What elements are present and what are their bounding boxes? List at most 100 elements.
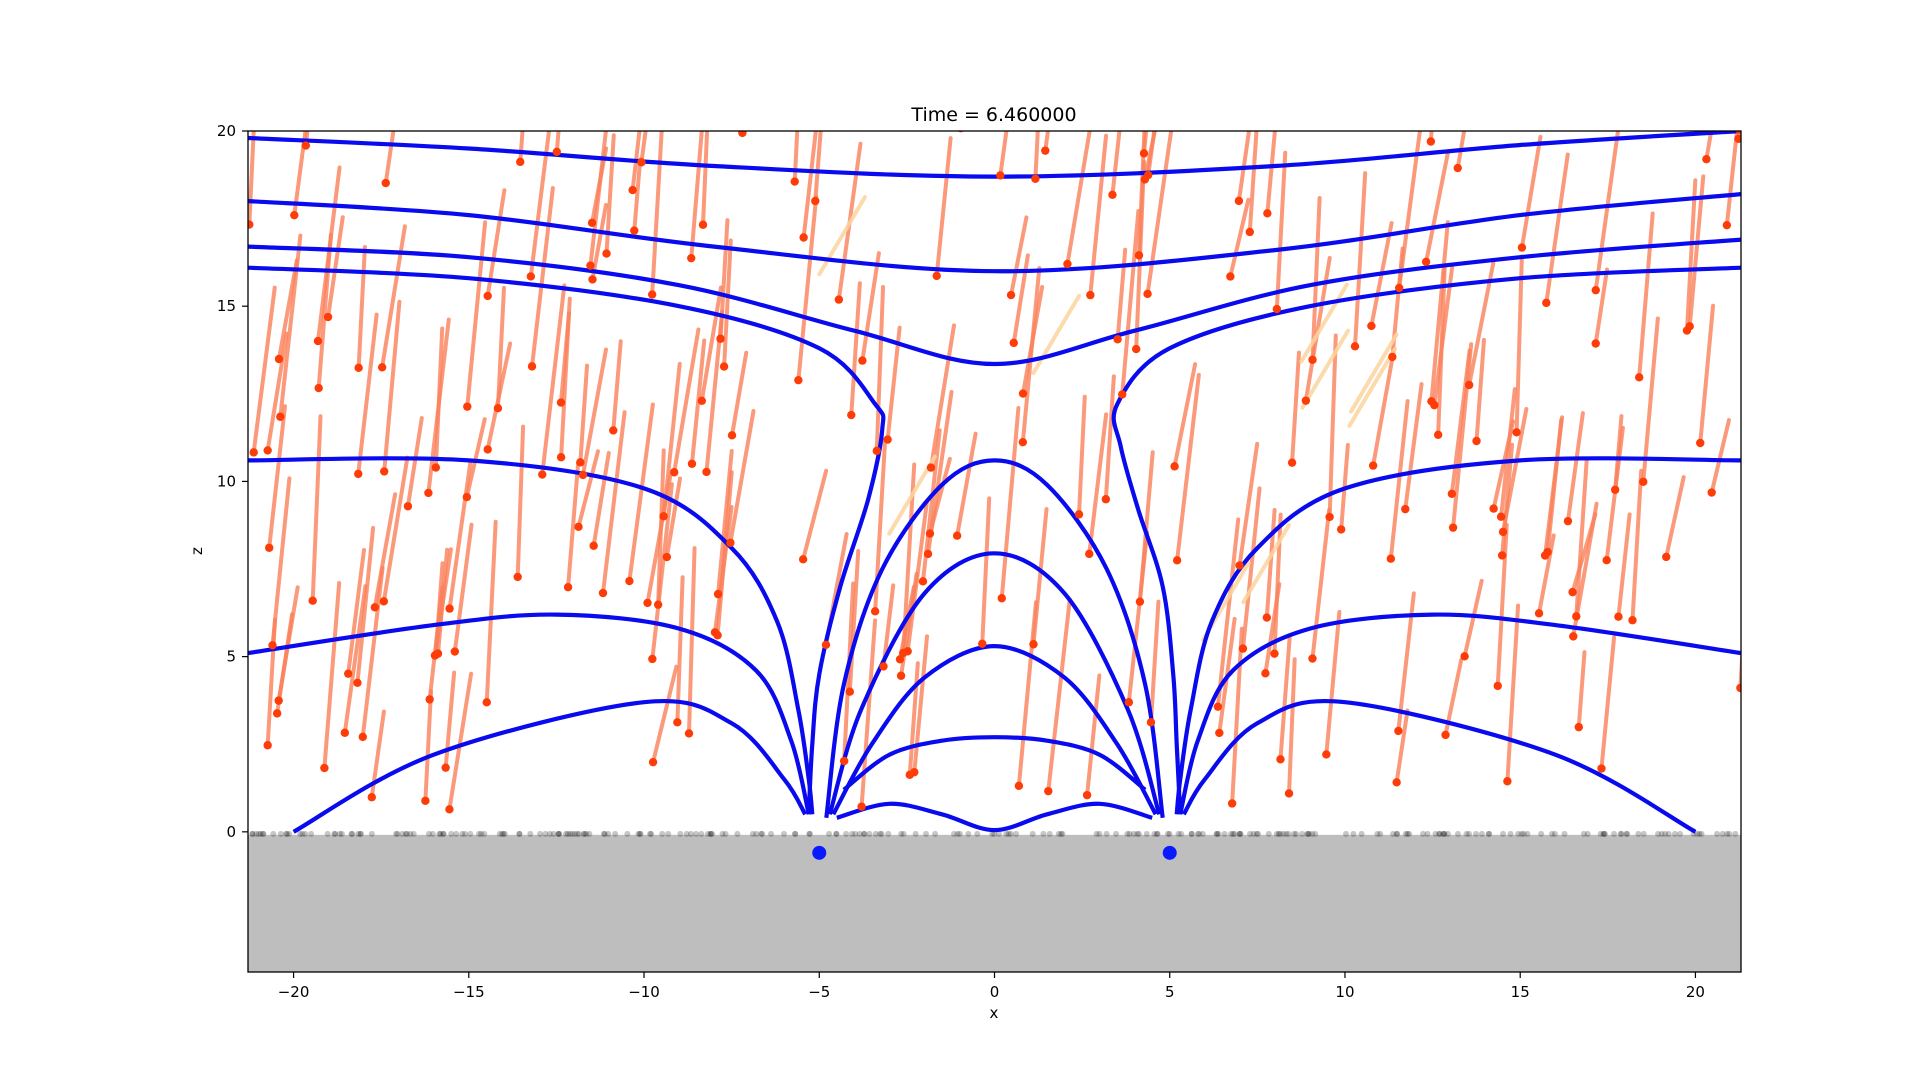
particle-point bbox=[932, 271, 941, 281]
particle-trail bbox=[672, 327, 701, 475]
particles bbox=[248, 131, 1741, 814]
ground-particle bbox=[546, 830, 553, 837]
particle-point bbox=[1489, 504, 1498, 513]
particle-point bbox=[589, 541, 598, 550]
particle-point bbox=[1591, 339, 1600, 348]
particle-point bbox=[353, 678, 362, 687]
particle-point bbox=[1401, 504, 1410, 514]
ground-particle bbox=[1714, 830, 1721, 837]
particle-trails bbox=[248, 131, 1741, 812]
particle-point bbox=[1009, 338, 1018, 348]
ground-particle bbox=[861, 830, 868, 837]
particle-trail bbox=[1613, 414, 1624, 492]
x-tick-label: −15 bbox=[453, 983, 485, 1001]
particle-trail bbox=[1467, 261, 1496, 387]
ground-particle bbox=[1194, 830, 1201, 837]
ground-particle bbox=[496, 830, 503, 837]
particle-trail bbox=[426, 317, 451, 495]
particle-point bbox=[1014, 781, 1024, 791]
ground-particle bbox=[467, 830, 474, 837]
ground-particle bbox=[1103, 830, 1110, 837]
field-line bbox=[1181, 699, 1697, 834]
field-line bbox=[248, 192, 1741, 274]
particle-trail bbox=[1599, 635, 1617, 771]
ground-particle bbox=[283, 830, 290, 837]
particle-point bbox=[421, 796, 430, 805]
ground-particle bbox=[1151, 830, 1158, 837]
particle-point bbox=[556, 453, 566, 462]
particle-trail bbox=[1455, 131, 1467, 171]
particle-point bbox=[899, 648, 908, 658]
particle-point bbox=[609, 426, 618, 435]
particle-trail bbox=[1514, 254, 1524, 435]
ground-particle bbox=[338, 830, 345, 837]
ground-particle bbox=[501, 830, 508, 837]
ground-particle bbox=[601, 830, 608, 837]
ground-particle bbox=[991, 830, 998, 837]
ground-particle bbox=[1500, 830, 1507, 837]
particle-trail bbox=[715, 470, 734, 638]
particle-point bbox=[799, 233, 808, 242]
particle-trail bbox=[859, 618, 878, 809]
ground-particle bbox=[707, 830, 714, 837]
ground-particle bbox=[1394, 830, 1401, 837]
particle-point bbox=[1639, 477, 1648, 486]
x-tick-label: −20 bbox=[278, 983, 310, 1001]
particle-point bbox=[978, 639, 987, 648]
particle-point bbox=[425, 695, 434, 704]
particle-trail bbox=[730, 350, 749, 438]
ground-particle bbox=[833, 830, 840, 837]
ground-particle bbox=[1250, 830, 1257, 837]
ground-particle bbox=[636, 830, 643, 837]
ground-particle bbox=[336, 830, 343, 837]
particle-point bbox=[1388, 352, 1397, 362]
ground-particle bbox=[368, 830, 375, 837]
particle-trail-faint bbox=[1299, 282, 1349, 364]
particle-trail bbox=[382, 299, 402, 474]
particle-trail bbox=[1545, 417, 1564, 555]
y-axis-label: z bbox=[188, 547, 206, 555]
ground-particle bbox=[683, 830, 690, 837]
particle-point bbox=[588, 275, 597, 284]
particle-trail bbox=[1565, 411, 1585, 524]
ground-particle bbox=[1005, 830, 1012, 837]
ground-particle bbox=[1213, 830, 1220, 837]
particle-point bbox=[1392, 778, 1401, 787]
particle-point bbox=[727, 431, 737, 440]
particle-trail bbox=[847, 549, 861, 694]
particle-point bbox=[527, 362, 537, 371]
ground-particle bbox=[1402, 830, 1409, 837]
particle-trail bbox=[728, 408, 756, 545]
ground-particle bbox=[965, 830, 972, 837]
particle-point bbox=[1597, 764, 1606, 773]
ground-particle bbox=[556, 830, 563, 837]
particle-point bbox=[320, 763, 329, 773]
particle-point bbox=[1610, 485, 1620, 494]
ground-particle bbox=[1277, 830, 1284, 837]
particle-trail bbox=[1031, 507, 1049, 647]
particle-point bbox=[910, 767, 919, 777]
particle-point bbox=[1226, 272, 1235, 281]
particle-trail bbox=[980, 496, 992, 646]
ground-particle bbox=[1485, 830, 1492, 837]
ground-particle bbox=[1617, 830, 1624, 837]
particle-point bbox=[370, 603, 380, 612]
ground-particle bbox=[624, 830, 631, 837]
particle-trail bbox=[1576, 650, 1587, 730]
ground-particle bbox=[722, 830, 729, 837]
ground-particle bbox=[1285, 830, 1292, 837]
particle-point bbox=[1113, 335, 1122, 344]
ground-particle bbox=[1420, 830, 1427, 837]
particle-point bbox=[1734, 134, 1741, 144]
particle-point bbox=[684, 729, 694, 738]
ground-particle bbox=[1561, 830, 1568, 837]
ground-particle bbox=[872, 830, 879, 837]
ground-particle bbox=[308, 830, 315, 837]
ground-particle bbox=[1143, 830, 1150, 837]
ground-particle bbox=[1236, 830, 1243, 837]
ground-particle bbox=[749, 830, 756, 837]
particle-trail bbox=[588, 131, 608, 268]
field-line bbox=[248, 456, 815, 815]
ground-particle bbox=[324, 830, 331, 837]
